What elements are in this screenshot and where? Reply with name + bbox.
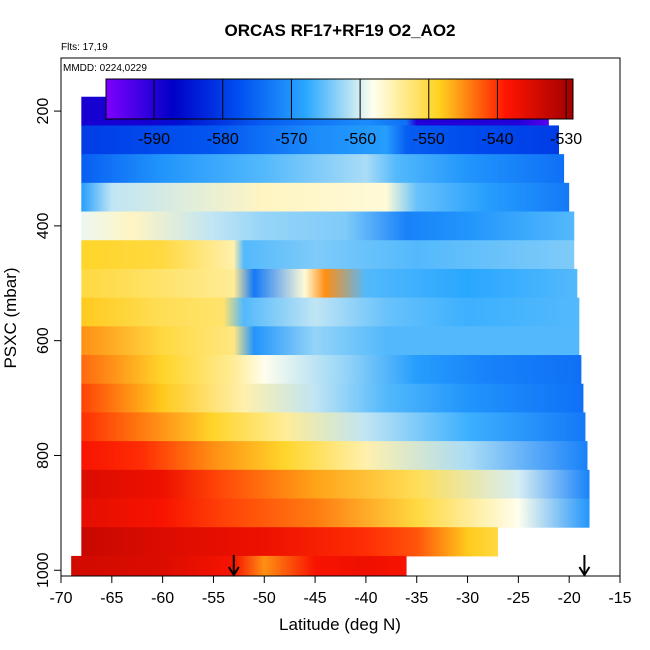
- colorbar-tick-label: -560: [344, 131, 376, 148]
- flights-note: Flts: 17,19: [61, 42, 108, 53]
- colorbar-ramp: [105, 78, 574, 120]
- arrow-head: [227, 566, 240, 577]
- heatmap-band: [71, 555, 407, 577]
- y-axis: 200 400 600 800 1000: [35, 98, 61, 588]
- x-tick-label: -50: [253, 590, 276, 607]
- x-tick-label: -40: [354, 590, 377, 607]
- heatmap-band: [81, 268, 578, 299]
- heatmap-band: [81, 527, 499, 557]
- x-tick-label: -65: [100, 590, 123, 607]
- heatmap-band: [81, 297, 580, 327]
- y-tick-label: 200: [35, 98, 52, 125]
- colorbar-tick-label: -570: [275, 131, 307, 148]
- y-tick-label: 600: [35, 327, 52, 354]
- x-tick-label: -20: [558, 590, 581, 607]
- heatmap-band: [81, 469, 590, 500]
- colorbar-tick-label: -530: [550, 131, 582, 148]
- colorbar-tick-label: -580: [207, 131, 239, 148]
- chart-title: ORCAS RF17+RF19 O2_AO2: [225, 21, 456, 40]
- x-tick-label: -15: [608, 590, 631, 607]
- x-tick-label: -35: [405, 590, 428, 607]
- colorbar-tick-label: -590: [138, 131, 170, 148]
- date-note: MMDD: 0224,0229: [63, 63, 147, 74]
- x-axis-label: Latitude (deg N): [279, 615, 401, 634]
- latitude-arrows: [227, 555, 591, 577]
- x-tick-label: -70: [49, 590, 72, 607]
- x-tick-label: -25: [507, 590, 530, 607]
- heatmap-band: [81, 326, 580, 356]
- heatmap-band: [81, 182, 570, 213]
- heatmap-band: [81, 125, 560, 155]
- heatmap-band: [81, 154, 565, 184]
- x-tick-label: -60: [151, 590, 174, 607]
- heatmap-band: [81, 211, 575, 241]
- arrow-head: [578, 566, 591, 577]
- heatmap-band: [81, 441, 588, 471]
- y-axis-label: PSXC (mbar): [1, 267, 20, 368]
- heatmap-bands: [71, 96, 590, 577]
- x-tick-label: -30: [456, 590, 479, 607]
- colorbar-tick-label: -540: [481, 131, 513, 148]
- y-tick-label: 1000: [35, 552, 52, 588]
- x-tick-label: -45: [304, 590, 327, 607]
- colorbar-tick-label: -550: [413, 131, 445, 148]
- heatmap-band: [81, 240, 575, 270]
- y-tick-label: 800: [35, 442, 52, 469]
- y-tick-label: 400: [35, 212, 52, 239]
- heatmap-band: [81, 498, 590, 528]
- heatmap-band: [81, 412, 586, 442]
- heatmap-band: [81, 355, 582, 385]
- heatmap-band: [81, 383, 584, 413]
- x-axis: -70 -65 -60 -55 -50 -45 -40 -35 -30 -25 -20 -15: [49, 575, 632, 607]
- x-tick-label: -55: [202, 590, 225, 607]
- colorbar: -590 -580 -570 -560 -550 -540 -530: [105, 78, 582, 148]
